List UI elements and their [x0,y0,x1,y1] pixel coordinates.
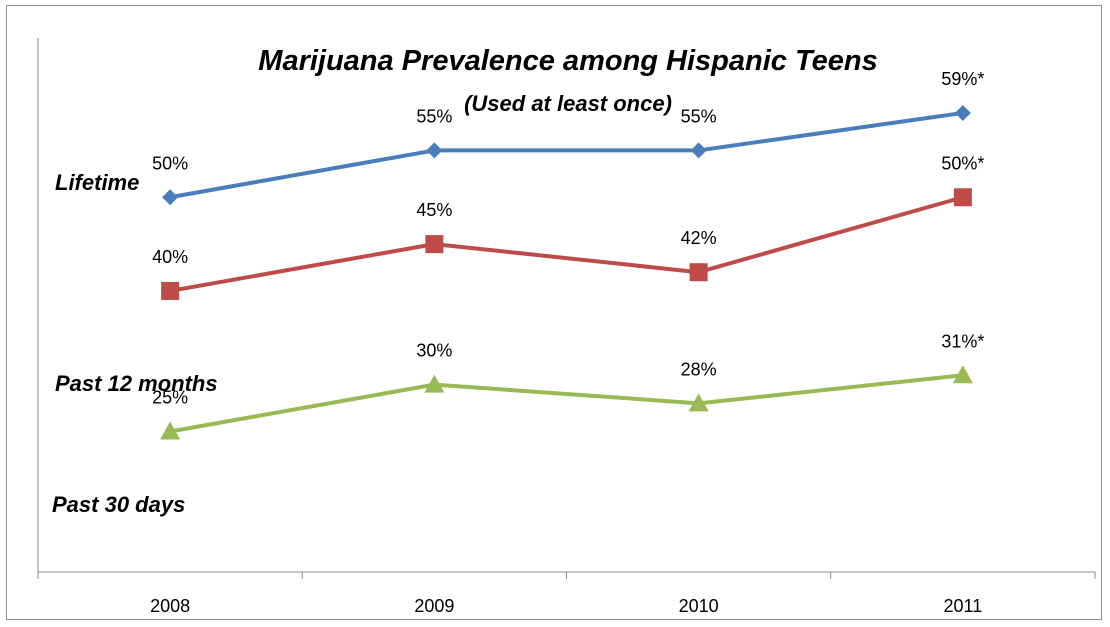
data-label: 30% [416,341,452,361]
point-marker-square [689,263,708,282]
chart-subtitle: (Used at least once) [464,91,672,116]
series-name-past-30-days: Past 30 days [52,492,185,517]
data-label: 42% [681,228,717,248]
data-label: 55% [416,106,452,126]
point-marker-triangle [160,421,181,440]
point-marker-diamond [690,142,707,159]
point-marker-diamond [426,142,443,159]
series-lines [169,110,964,434]
data-label: 45% [416,200,452,220]
x-tick-label: 2010 [679,596,719,616]
data-label: 50%* [941,153,984,173]
series-line [169,195,964,293]
series-line [169,373,964,434]
x-tick-labels: 2008 2009 2010 2011 [150,596,982,616]
chart-frame [6,5,1102,620]
data-label: 59%* [941,69,984,89]
x-tick-label: 2011 [944,596,983,616]
series-markers [160,104,973,440]
series-name-lifetime: Lifetime [55,170,139,195]
point-marker-triangle [952,365,973,384]
point-marker-diamond [954,104,971,121]
data-label: 50% [152,153,188,173]
data-label: 40% [152,247,188,267]
series-line [169,110,964,200]
chart-title: Marijuana Prevalence among Hispanic Teen… [258,45,877,77]
data-label: 55% [681,106,717,126]
x-tick-label: 2008 [150,596,190,616]
point-marker-square [425,235,444,254]
x-tick-label: 2009 [414,596,454,616]
point-marker-triangle [424,374,445,393]
point-marker-triangle [688,393,709,412]
point-marker-diamond [162,189,179,206]
series-name-past-12-months: Past 12 months [55,371,218,396]
data-label: 25% [152,387,188,407]
data-label: 28% [681,359,717,379]
point-marker-square [161,281,180,300]
axes [37,38,1096,579]
data-labels: 50% 55% 55% 59%* 40% 45% 42% 50%* 25% 30% 28% 31%* [152,69,984,408]
data-label: 31%* [941,331,984,351]
point-marker-square [953,188,972,207]
